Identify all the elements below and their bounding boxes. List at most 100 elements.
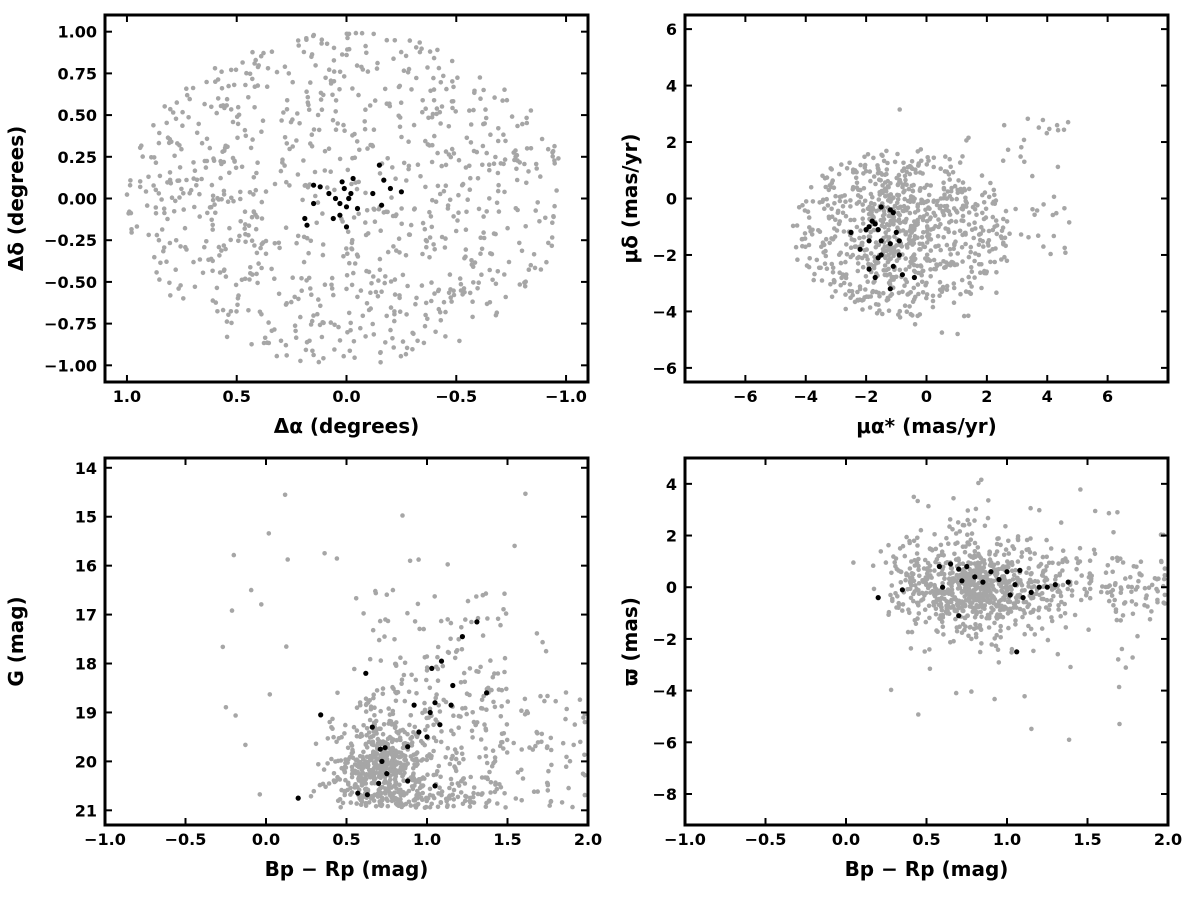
- field-star-point: [937, 279, 943, 285]
- field-star-point: [523, 491, 528, 497]
- field-star-point: [365, 146, 370, 151]
- field-star-point: [471, 790, 476, 796]
- field-star-point: [398, 787, 403, 793]
- field-star-point: [417, 49, 423, 55]
- field-star-point: [434, 111, 439, 117]
- field-star-point: [398, 353, 404, 359]
- field-star-point: [468, 774, 474, 780]
- field-star-point: [852, 237, 857, 243]
- member-star-point: [484, 690, 490, 696]
- field-star-point: [413, 301, 418, 307]
- field-star-point: [987, 550, 993, 555]
- field-star-point: [450, 79, 455, 84]
- field-star-point: [435, 288, 441, 294]
- field-star-point: [566, 785, 571, 791]
- field-star-point: [337, 156, 343, 162]
- field-star-point: [434, 664, 439, 670]
- field-star-point: [952, 262, 958, 268]
- field-star-point: [977, 237, 983, 243]
- field-star-point: [502, 157, 508, 162]
- field-star-point: [191, 259, 196, 265]
- field-star-point: [481, 693, 487, 699]
- field-star-point: [308, 286, 313, 291]
- field-star-point: [887, 196, 892, 201]
- field-star-point: [167, 170, 173, 175]
- field-star-point: [1059, 599, 1064, 605]
- field-star-point: [884, 167, 890, 172]
- field-star-point: [179, 146, 184, 152]
- field-star-point: [431, 735, 437, 740]
- field-star-point: [860, 216, 865, 221]
- field-star-point: [284, 353, 290, 358]
- field-star-point: [414, 295, 419, 301]
- field-star-point: [835, 208, 841, 214]
- field-star-point: [484, 707, 489, 712]
- field-star-point: [942, 265, 947, 271]
- field-star-point: [1129, 599, 1135, 604]
- field-star-point: [432, 133, 437, 139]
- member-star-point: [875, 227, 881, 233]
- field-star-point: [1019, 550, 1025, 555]
- field-star-point: [937, 293, 942, 299]
- field-star-point: [236, 238, 241, 244]
- field-star-point: [1049, 587, 1055, 592]
- field-star-point: [396, 803, 401, 808]
- field-star-point: [164, 259, 169, 265]
- field-star-point: [282, 492, 288, 498]
- field-star-point: [217, 253, 222, 258]
- field-star-point: [347, 260, 352, 266]
- field-star-point: [411, 331, 416, 337]
- field-star-point: [1120, 613, 1126, 618]
- field-star-point: [966, 542, 972, 547]
- field-star-point: [1105, 590, 1110, 595]
- field-star-point: [242, 127, 248, 133]
- field-star-point: [966, 290, 972, 295]
- field-star-point: [916, 712, 921, 717]
- field-star-point: [952, 551, 957, 557]
- field-star-point: [419, 283, 425, 288]
- field-star-point: [229, 320, 234, 326]
- field-star-point: [1143, 595, 1149, 601]
- field-star-point: [822, 261, 828, 267]
- field-star-point: [321, 767, 327, 772]
- field-star-point: [339, 734, 344, 740]
- field-star-point: [335, 121, 341, 126]
- field-star-point: [1048, 251, 1053, 257]
- field-star-point: [454, 750, 459, 756]
- member-star-point: [311, 200, 317, 207]
- field-star-point: [326, 781, 332, 786]
- field-star-point: [934, 263, 940, 269]
- field-star-point: [351, 339, 357, 344]
- field-star-point: [389, 195, 394, 200]
- field-star-point: [187, 96, 192, 102]
- field-star-point: [892, 560, 897, 565]
- field-star-point: [223, 274, 229, 279]
- field-star-point: [926, 192, 932, 198]
- member-star-point: [429, 665, 435, 672]
- field-star-point: [986, 238, 992, 243]
- field-star-point: [475, 286, 480, 291]
- field-star-point: [393, 698, 399, 704]
- x-tick-label: 0.5: [223, 387, 251, 406]
- field-star-point: [437, 785, 442, 790]
- field-star-point: [488, 251, 493, 256]
- field-star-point: [927, 546, 933, 552]
- field-star-point: [439, 789, 445, 794]
- field-star-point: [213, 300, 219, 305]
- field-star-point: [181, 296, 186, 301]
- field-star-point: [896, 605, 901, 610]
- field-star-point: [968, 554, 974, 559]
- member-star-point: [899, 272, 906, 278]
- field-star-point: [489, 687, 494, 693]
- field-star-point: [428, 88, 433, 94]
- field-star-point: [433, 329, 438, 335]
- field-star-point: [472, 90, 477, 96]
- field-star-point: [345, 251, 350, 256]
- axes-frame: [683, 13, 1170, 384]
- field-star-point: [933, 244, 939, 249]
- field-star-point: [843, 306, 848, 312]
- field-star-point: [335, 690, 340, 696]
- field-star-point: [144, 203, 150, 208]
- member-star-point: [348, 190, 354, 197]
- field-star-point: [896, 290, 902, 296]
